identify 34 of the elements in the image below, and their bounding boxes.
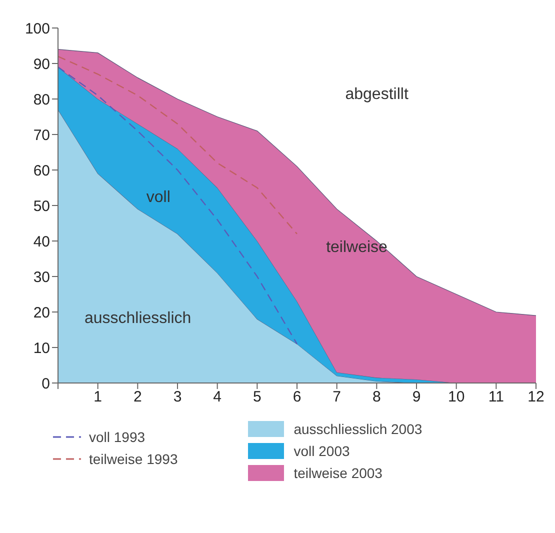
annotation: voll [146,189,170,208]
x-tick-label: 7 [332,388,342,406]
line-series [58,56,298,234]
annotation: ausschliesslich [84,310,192,328]
legend-label: teilweise 1993 [89,451,178,467]
y-tick-label: 40 [33,233,50,250]
y-tick-label: 10 [33,340,50,357]
annotation: teilweise [326,239,388,258]
x-tick-label: 2 [133,388,142,406]
x-tick-label: 5 [252,388,262,406]
x-tick-label: 6 [292,388,302,406]
legend-label: voll 2003 [294,443,350,459]
y-tick-label: 0 [42,375,50,392]
x-tick-label: 3 [173,388,182,406]
legend-label: ausschliesslich 2003 [294,421,422,437]
y-tick-label: 60 [33,162,50,180]
y-tick-label: 70 [33,126,50,144]
y-tick-label: 80 [33,91,50,108]
legend-label: voll 1993 [89,429,146,445]
x-tick-label: 11 [488,388,504,406]
x-tick-label: 10 [448,388,465,406]
x-tick-label: 4 [213,388,222,406]
annotation: abgestillt [345,86,408,104]
y-tick-label: 20 [33,304,50,322]
x-tick-label: 8 [372,388,381,406]
y-tick-label: 100 [24,20,50,38]
y-tick-label: 50 [33,198,50,215]
x-tick-label: 12 [528,388,544,406]
x-tick-label: 1 [94,388,102,406]
y-tick-label: 30 [33,268,50,286]
line-series [58,66,298,345]
legend-label: teilweise 2003 [294,465,382,481]
y-tick-label: 90 [33,56,50,73]
x-tick-label: 9 [412,388,421,406]
